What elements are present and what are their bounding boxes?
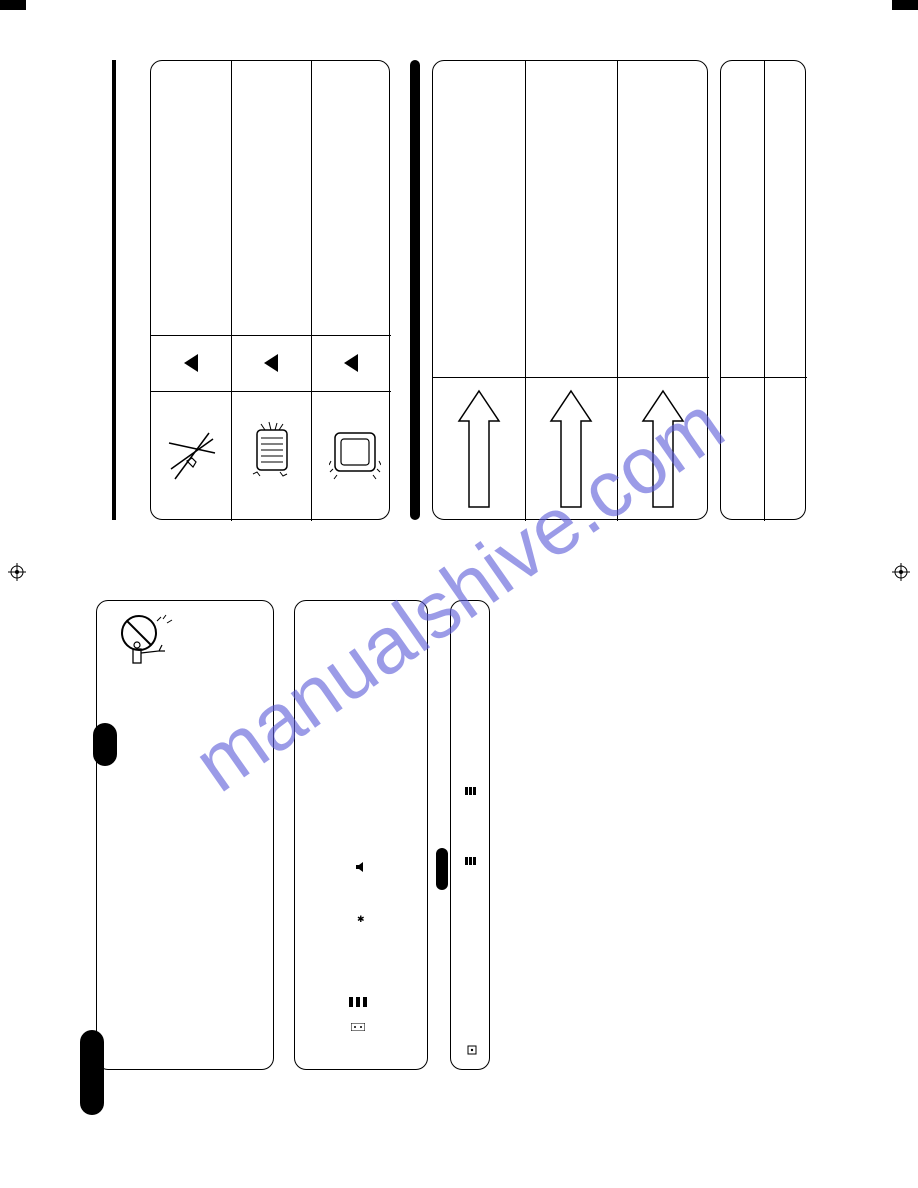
- hot-surface-icon: [329, 423, 381, 481]
- thrown-object-icon: [167, 431, 217, 481]
- bottom-box-left: [96, 600, 274, 1070]
- row-divider: [721, 377, 807, 378]
- bar-icon: [465, 857, 477, 865]
- col-divider: [231, 61, 232, 521]
- bar-icon: [465, 787, 477, 795]
- section-bar-thin: [112, 60, 116, 520]
- section-bar-thick: [410, 60, 420, 520]
- crop-mark-tl: [0, 0, 26, 10]
- rect-small-icon: [351, 1023, 365, 1031]
- bottom-box-right: [450, 600, 490, 1070]
- square-small-icon: [467, 1045, 477, 1055]
- bottom-panels-region: ✱: [80, 600, 500, 1120]
- up-arrow-icon: [641, 389, 685, 509]
- right-table1-frame: [432, 60, 708, 520]
- asterisk-mark: ✱: [357, 914, 365, 925]
- warning-triangle-icon: [311, 354, 391, 377]
- row-divider: [151, 391, 391, 392]
- registration-mark-right: [892, 563, 910, 581]
- crop-mark-tr: [892, 0, 918, 10]
- top-tables-region: [112, 60, 806, 520]
- prohibition-carry-icon: [119, 613, 181, 668]
- warning-triangle-icon: [151, 354, 231, 377]
- warning-table-left: [112, 60, 392, 520]
- right-table2-frame: [720, 60, 806, 520]
- up-arrow-icon: [457, 389, 501, 509]
- bottom-box-mid: ✱: [294, 600, 428, 1070]
- row-divider: [433, 377, 709, 378]
- col-divider: [764, 61, 765, 521]
- cutting-attachment-icon: [247, 418, 297, 483]
- warning-triangle-icon: [231, 354, 311, 377]
- triple-bar-icon: [349, 997, 367, 1007]
- left-table-frame: [150, 60, 390, 520]
- registration-mark-left: [8, 563, 26, 581]
- section-pill-small: [93, 723, 117, 766]
- col-divider: [311, 61, 312, 521]
- arrow-tables-right: [410, 60, 806, 520]
- col-divider: [617, 61, 618, 521]
- section-pill-mid: [436, 848, 448, 890]
- col-divider: [525, 61, 526, 521]
- up-arrow-icon: [549, 389, 593, 509]
- row-divider: [151, 335, 391, 336]
- speaker-icon: [355, 861, 367, 873]
